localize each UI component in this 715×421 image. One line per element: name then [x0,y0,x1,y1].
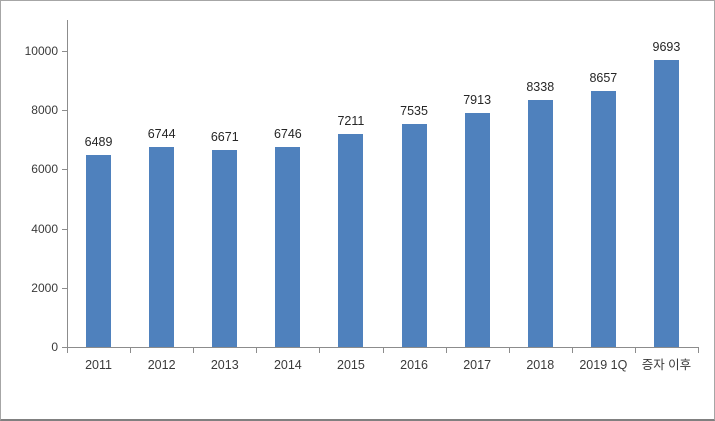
y-axis-tick [62,347,67,348]
bar [86,154,112,347]
x-axis-tick-label: 2016 [400,358,428,372]
y-axis-tick [62,110,67,112]
x-axis-tick-label: 2014 [273,358,302,372]
x-axis-tick-label: 2013 [210,358,239,372]
x-axis-tick [256,348,258,353]
bar-value-label: 6489 [84,134,113,149]
x-axis-tick [445,348,447,353]
y-axis-tick-label: 10000 [24,44,58,58]
bar [212,149,238,347]
x-axis-tick-label: 2012 [147,358,176,372]
x-axis-tick [382,348,384,353]
bar-value-label: 7913 [463,92,492,107]
bar [149,147,175,347]
bar-value-label: 9693 [652,40,681,55]
x-axis-tick-label: 2017 [463,358,492,372]
x-axis-tick-label: 증자 이후 [641,358,692,372]
y-axis-tick-label: 8000 [31,103,58,118]
y-axis-tick-label: 6000 [31,162,58,177]
y-axis-line [67,20,68,348]
x-axis-tick-label: 2019 1Q [579,358,628,372]
x-axis-tick [67,348,68,353]
bar [527,100,553,347]
y-axis-tick-label: 4000 [31,221,58,236]
bar [275,147,301,347]
bar-value-label: 7211 [337,113,365,128]
bar-value-label: 8338 [526,80,555,95]
y-axis-tick-label: 0 [51,340,58,354]
bar [401,123,427,347]
bar-value-label: 6746 [273,127,302,142]
bar [464,112,490,347]
y-axis-tick [62,287,67,289]
x-axis-tick [130,348,132,353]
y-axis-tick [62,228,67,230]
y-axis-tick [62,169,67,171]
y-axis-tick-label: 2000 [31,280,58,295]
bar-value-label: 7535 [400,103,428,118]
x-axis-tick-label: 2018 [526,358,555,372]
x-axis-tick [571,348,573,353]
x-axis-tick [698,348,699,353]
bar [338,133,364,347]
bar [653,60,679,347]
x-axis-tick [634,348,636,353]
x-axis-tick-label: 2015 [337,358,365,372]
x-axis-line [67,347,699,348]
x-axis-tick [508,348,510,353]
bar [590,90,616,347]
x-axis-tick-label: 2011 [85,358,112,372]
x-axis-tick [193,348,195,353]
bar-value-label: 6744 [147,127,176,142]
x-axis-tick [319,348,321,353]
bar-value-label: 6671 [210,129,239,144]
bar-value-label: 8657 [589,70,618,85]
y-axis-tick [62,51,67,52]
